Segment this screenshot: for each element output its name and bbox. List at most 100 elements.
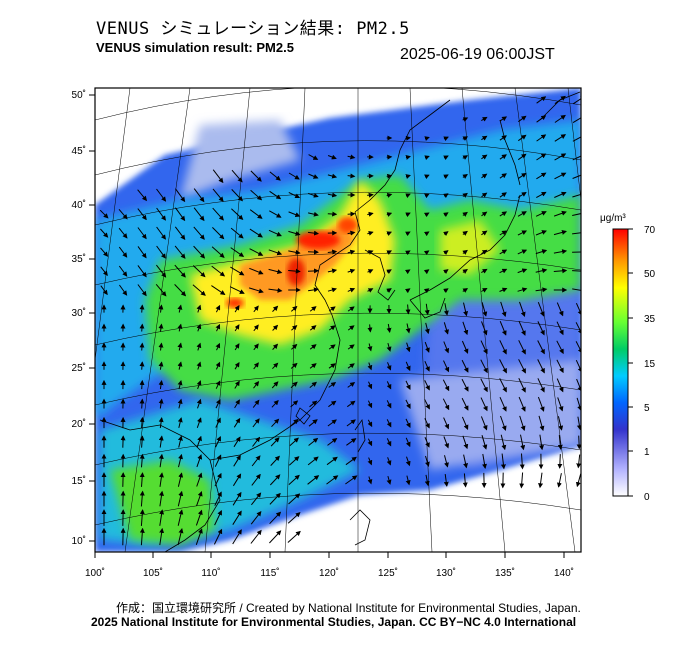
wind-arrow	[139, 304, 145, 313]
wind-arrow	[192, 284, 206, 296]
wind-arrow	[405, 193, 411, 199]
wind-arrow	[499, 211, 508, 217]
wind-arrow	[461, 340, 469, 354]
wind-arrow	[443, 417, 450, 430]
wind-arrow	[139, 416, 145, 429]
wind-arrow	[214, 454, 222, 467]
wind-arrow	[537, 378, 545, 393]
wind-arrow	[386, 231, 393, 236]
wind-arrow	[291, 343, 298, 350]
wind-arrow	[519, 472, 525, 489]
wind-arrow	[137, 189, 148, 202]
wind-arrow	[215, 417, 221, 428]
wind-arrow	[346, 419, 356, 427]
wind-arrow	[268, 249, 283, 256]
wind-arrow	[215, 361, 221, 370]
wind-arrow	[386, 250, 392, 255]
wind-arrow	[156, 226, 166, 240]
wind-arrow	[481, 192, 488, 198]
wind-arrow	[518, 115, 527, 123]
wind-arrow	[156, 207, 166, 221]
wind-arrow	[481, 249, 488, 255]
wind-arrow	[554, 95, 566, 105]
wind-arrow	[386, 192, 393, 198]
wind-arrow	[386, 342, 392, 352]
colorbar-label: 35	[644, 314, 656, 325]
wind-arrow	[572, 193, 581, 198]
wind-arrow	[234, 399, 240, 409]
wind-arrow	[272, 324, 279, 331]
wind-arrow	[367, 362, 373, 371]
wind-arrow	[537, 396, 545, 412]
wind-arrow	[229, 286, 245, 294]
wind-arrow	[461, 378, 469, 392]
wind-arrow	[346, 438, 357, 446]
wind-arrow	[405, 399, 411, 409]
wind-arrow	[288, 268, 301, 274]
wind-arrow	[196, 323, 202, 332]
wind-arrow	[211, 246, 225, 258]
wind-arrow	[289, 437, 299, 447]
wind-arrow	[309, 363, 317, 369]
wind-arrow	[196, 435, 202, 448]
wind-arrow	[536, 96, 547, 104]
wind-arrow	[463, 302, 469, 317]
wind-arrow	[309, 325, 317, 331]
wind-arrow	[386, 438, 392, 447]
wind-arrow	[499, 287, 508, 293]
wind-arrow	[118, 284, 128, 296]
wind-arrow	[557, 416, 564, 431]
wind-arrow	[327, 268, 338, 274]
lat-tick-label: 15˚	[72, 475, 86, 487]
wind-arrow	[308, 154, 319, 160]
wind-arrow	[519, 453, 525, 470]
wind-arrow	[196, 491, 203, 507]
wind-arrow	[270, 437, 280, 447]
wind-arrow	[249, 228, 263, 238]
wind-arrow	[214, 509, 222, 526]
wind-arrow	[215, 435, 221, 448]
wind-arrow	[499, 359, 507, 374]
wind-arrow	[554, 172, 567, 180]
colorbar-label: 50	[644, 269, 656, 280]
wind-arrow	[572, 270, 581, 272]
wind-arrow	[443, 288, 449, 294]
wind-arrow	[481, 135, 488, 141]
wind-arrow	[291, 325, 298, 331]
wind-arrow	[367, 324, 373, 333]
lon-tick-label: 100˚	[85, 567, 105, 579]
wind-arrow	[193, 226, 205, 240]
wind-arrow	[405, 135, 411, 141]
wind-arrow	[215, 342, 221, 351]
wind-arrow	[345, 456, 357, 466]
wind-arrow	[367, 419, 373, 428]
wind-arrow	[328, 382, 337, 388]
wind-arrow	[481, 116, 488, 122]
wind-arrow	[308, 287, 319, 293]
lon-tick-label: 115˚	[260, 567, 279, 579]
wind-arrow	[158, 380, 164, 390]
wind-arrow	[177, 528, 184, 546]
wind-arrow	[499, 321, 507, 336]
wind-arrow	[367, 192, 374, 198]
wind-arrow	[288, 230, 301, 236]
wind-arrow	[517, 287, 528, 293]
wind-arrow	[386, 362, 392, 371]
wind-arrow	[538, 415, 545, 432]
wind-arrow	[158, 417, 164, 429]
wind-arrow	[367, 476, 373, 485]
wind-arrow	[177, 490, 184, 507]
wind-arrow	[214, 491, 222, 506]
wind-arrow	[461, 359, 469, 373]
wind-arrow	[367, 343, 373, 352]
wind-arrow	[288, 249, 301, 255]
wind-arrow	[576, 397, 581, 412]
wind-arrow	[405, 250, 411, 256]
lat-tick-label: 50˚	[72, 89, 86, 101]
wind-arrow	[576, 435, 581, 450]
wind-arrow	[249, 267, 264, 275]
wind-arrow	[481, 321, 488, 336]
wind-arrow	[139, 435, 145, 448]
lon-tick-label: 105˚	[143, 567, 163, 579]
colorbar-label: 1	[644, 447, 650, 458]
